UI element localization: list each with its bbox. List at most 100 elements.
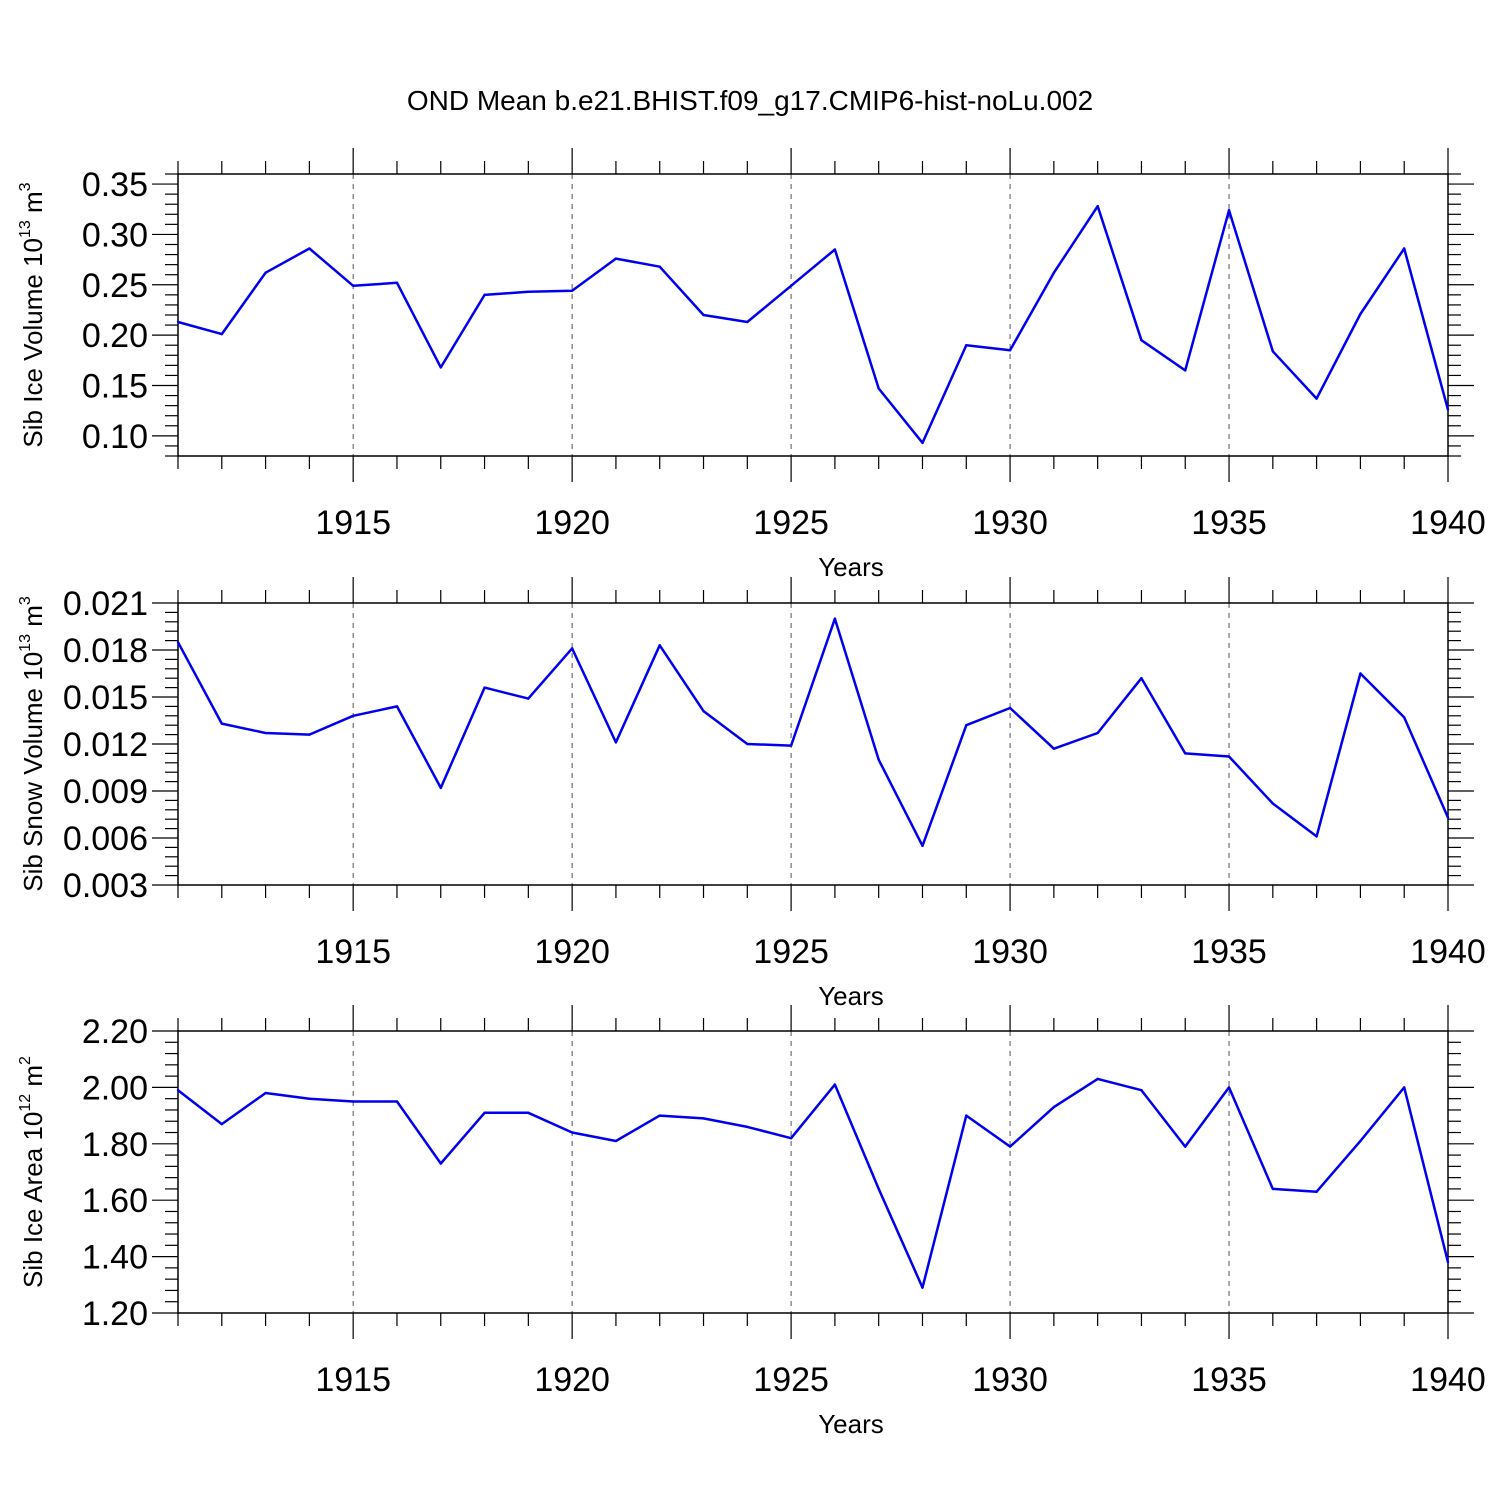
y-tick-label: 1.40 bbox=[82, 1239, 148, 1277]
data-point bbox=[176, 640, 180, 644]
data-point bbox=[1271, 1187, 1275, 1191]
data-point bbox=[1227, 209, 1231, 212]
data-point bbox=[1008, 349, 1012, 352]
data-point bbox=[789, 744, 793, 747]
data-point bbox=[1184, 369, 1187, 372]
data-point bbox=[965, 724, 968, 727]
data-point bbox=[1184, 1145, 1187, 1148]
data-point bbox=[1096, 205, 1099, 208]
y-tick-label: 2.20 bbox=[82, 1013, 148, 1051]
data-point bbox=[308, 247, 311, 250]
data-point bbox=[439, 1162, 442, 1165]
data-point bbox=[1227, 755, 1231, 758]
x-tick-label: 1915 bbox=[315, 933, 391, 971]
data-point bbox=[1008, 1145, 1012, 1148]
data-point bbox=[570, 289, 574, 293]
data-point bbox=[351, 714, 355, 717]
y-tick-label: 0.021 bbox=[63, 585, 148, 623]
x-tick-label: 1925 bbox=[753, 504, 829, 542]
data-point bbox=[1446, 1261, 1450, 1264]
data-point bbox=[1403, 716, 1406, 719]
data-point bbox=[658, 644, 661, 647]
data-point bbox=[658, 265, 661, 268]
figure-title: OND Mean b.e21.BHIST.f09_g17.CMIP6-hist-… bbox=[407, 85, 1093, 116]
panel-3: 1.20 1.40 1.60 1.80 2.00 2.20 1915 1920 1925 1930… bbox=[17, 1005, 1486, 1439]
series-line bbox=[177, 204, 1450, 445]
data-point bbox=[1140, 338, 1143, 342]
data-point bbox=[1446, 816, 1450, 819]
x-tick-label: 1940 bbox=[1410, 504, 1486, 542]
data-point bbox=[833, 248, 837, 251]
data-point bbox=[702, 709, 705, 713]
series-line bbox=[176, 617, 1450, 848]
x-tick-label: 1930 bbox=[972, 933, 1048, 971]
data-point bbox=[1052, 747, 1056, 750]
data-point bbox=[1271, 350, 1275, 353]
data-point bbox=[1315, 835, 1318, 838]
data-point bbox=[527, 697, 530, 700]
y-tick-label: 0.018 bbox=[63, 632, 148, 670]
x-tick-label: 1930 bbox=[972, 504, 1048, 542]
data-point bbox=[658, 1114, 661, 1117]
x-tick-label: 1915 bbox=[315, 504, 391, 542]
data-point bbox=[833, 617, 837, 620]
y-tick-label: 2.00 bbox=[82, 1069, 148, 1107]
data-point bbox=[570, 1131, 574, 1134]
data-point bbox=[746, 1125, 749, 1129]
y-tick-label: 1.80 bbox=[82, 1126, 148, 1164]
series-line bbox=[177, 1077, 1450, 1289]
data-point bbox=[1315, 1190, 1318, 1193]
data-point bbox=[264, 731, 267, 735]
data-point bbox=[483, 686, 486, 689]
y-tick-label: 1.20 bbox=[82, 1295, 148, 1333]
data-point bbox=[1359, 1139, 1362, 1143]
data-point bbox=[308, 1097, 311, 1100]
x-axis-label: Years bbox=[818, 1409, 884, 1439]
data-point bbox=[965, 1114, 968, 1117]
data-point bbox=[1403, 1086, 1406, 1089]
data-point bbox=[1227, 1086, 1231, 1089]
data-point bbox=[1184, 752, 1187, 755]
data-point bbox=[746, 320, 749, 324]
data-point bbox=[1140, 1089, 1143, 1092]
data-point bbox=[351, 284, 355, 287]
y-tick-label: 0.006 bbox=[63, 820, 148, 858]
panel-1: 0.10 0.15 0.20 0.25 0.30 0.35 1915 1920 1925 1930… bbox=[17, 148, 1486, 582]
data-point bbox=[921, 844, 924, 848]
data-point bbox=[1008, 706, 1012, 710]
data-point bbox=[1096, 1077, 1099, 1081]
data-point bbox=[176, 1089, 180, 1092]
data-point bbox=[176, 320, 180, 324]
data-point bbox=[308, 733, 311, 736]
data-point bbox=[1271, 802, 1275, 805]
y-tick-label: 1.60 bbox=[82, 1182, 148, 1220]
y-tick-label: 0.25 bbox=[82, 267, 148, 305]
data-point bbox=[614, 1139, 618, 1143]
data-point bbox=[264, 271, 267, 274]
x-tick-label: 1935 bbox=[1191, 1361, 1267, 1399]
x-tick-label: 1920 bbox=[534, 933, 610, 971]
data-point bbox=[1140, 677, 1143, 680]
data-point bbox=[789, 1136, 793, 1140]
x-axis-label: Years bbox=[818, 552, 884, 582]
data-point bbox=[570, 647, 574, 650]
x-tick-label: 1940 bbox=[1410, 1361, 1486, 1399]
data-point bbox=[220, 332, 223, 336]
data-point bbox=[1052, 1105, 1056, 1109]
data-point bbox=[877, 1187, 880, 1191]
data-point bbox=[614, 741, 618, 744]
data-point bbox=[614, 257, 618, 260]
data-point bbox=[395, 1100, 399, 1103]
data-point bbox=[877, 387, 880, 390]
data-point bbox=[1052, 271, 1056, 274]
data-point bbox=[483, 293, 486, 297]
x-tick-label: 1920 bbox=[534, 504, 610, 542]
y-tick-label: 0.35 bbox=[82, 166, 148, 204]
data-point bbox=[1446, 408, 1450, 411]
data-point bbox=[351, 1100, 355, 1103]
data-point bbox=[746, 742, 749, 746]
data-point bbox=[702, 313, 705, 317]
y-tick-label: 0.003 bbox=[63, 867, 148, 905]
x-tick-label: 1925 bbox=[753, 1361, 829, 1399]
